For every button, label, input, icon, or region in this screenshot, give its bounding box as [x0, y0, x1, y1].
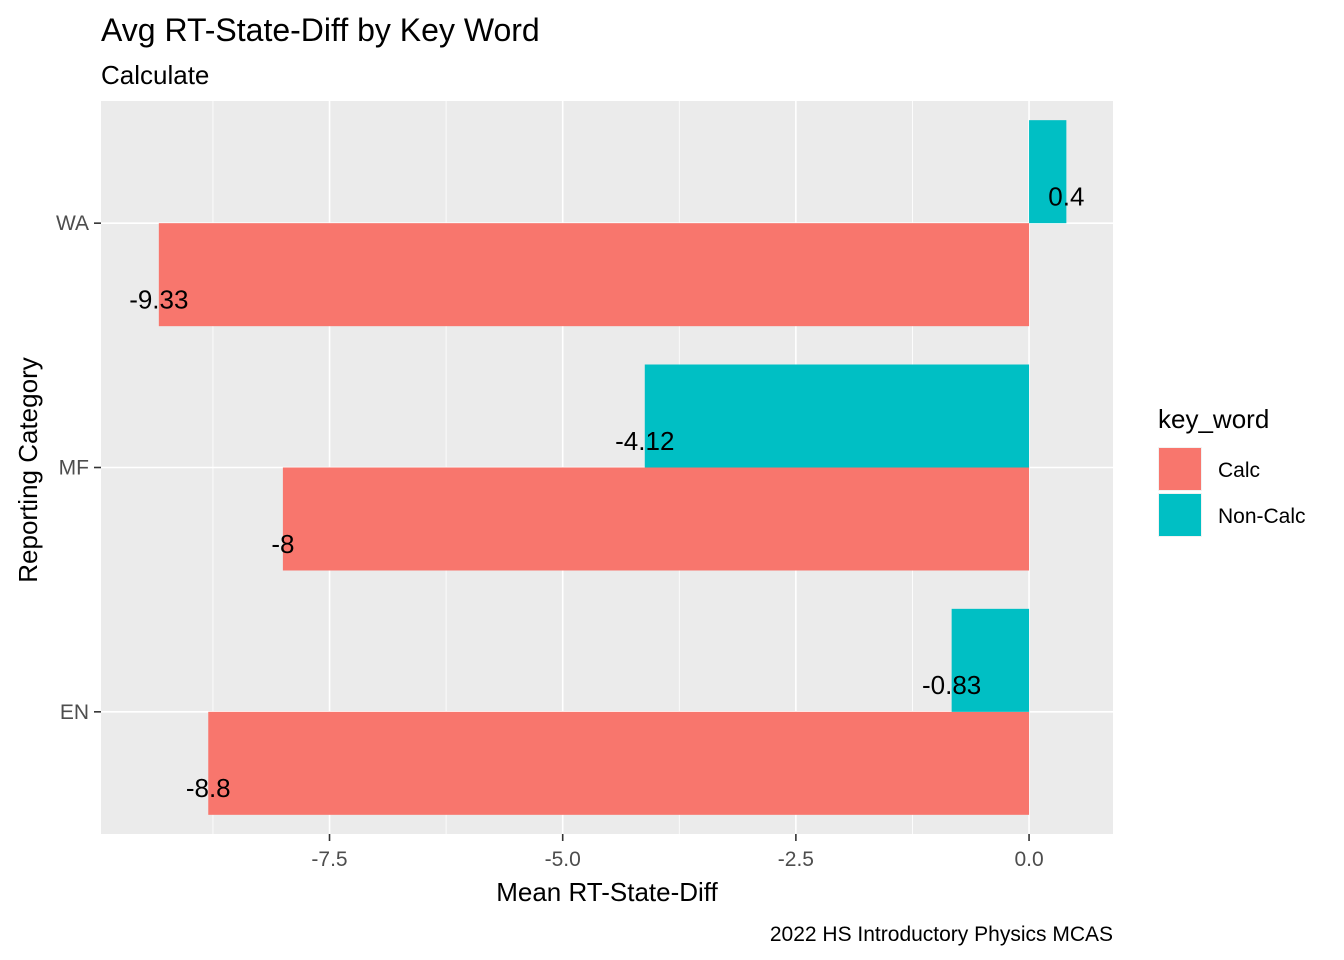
- x-tick-label: -2.5: [778, 848, 814, 871]
- data-label: -9.33: [129, 284, 188, 314]
- chart-title: Avg RT-State-Diff by Key Word: [101, 12, 540, 48]
- caption: 2022 HS Introductory Physics MCAS: [770, 923, 1113, 946]
- legend-swatch: [1159, 494, 1201, 536]
- x-axis-title: Mean RT-State-Diff: [496, 877, 718, 907]
- y-tick-label: MF: [59, 457, 89, 480]
- data-label: -8.8: [186, 773, 231, 803]
- bar-non-calc-en: [951, 608, 1030, 712]
- data-labels: -8.8 -0.83 -8 -4.12 -9.33 0.4: [129, 181, 1084, 803]
- x-tick-label: -7.5: [311, 848, 347, 871]
- data-label: -0.83: [922, 670, 981, 700]
- legend-label: Non-Calc: [1218, 505, 1306, 528]
- x-axis: -7.5 -5.0 -2.5 0.0: [311, 834, 1044, 871]
- y-tick-label: WA: [56, 212, 89, 235]
- bar-non-calc-mf: [644, 364, 1030, 468]
- bar-calc-wa: [158, 223, 1030, 327]
- bar-non-calc-wa: [1029, 120, 1067, 224]
- x-tick-label: 0.0: [1014, 848, 1043, 871]
- data-label: -8: [271, 529, 294, 559]
- y-tick-label: EN: [60, 701, 89, 724]
- bar-calc-mf: [282, 467, 1030, 571]
- bars: [158, 120, 1067, 815]
- legend-title: key_word: [1158, 404, 1269, 434]
- x-tick-label: -5.0: [545, 848, 581, 871]
- legend-label: Calc: [1218, 459, 1260, 482]
- legend: key_word Calc Non-Calc: [1158, 404, 1306, 537]
- y-axis-title: Reporting Category: [13, 357, 43, 582]
- chart-subtitle: Calculate: [101, 60, 209, 90]
- legend-swatch: [1159, 448, 1201, 490]
- bar-calc-en: [208, 711, 1030, 815]
- data-label: -4.12: [615, 426, 674, 456]
- data-label: 0.4: [1048, 181, 1084, 211]
- y-axis: EN MF WA: [56, 212, 101, 724]
